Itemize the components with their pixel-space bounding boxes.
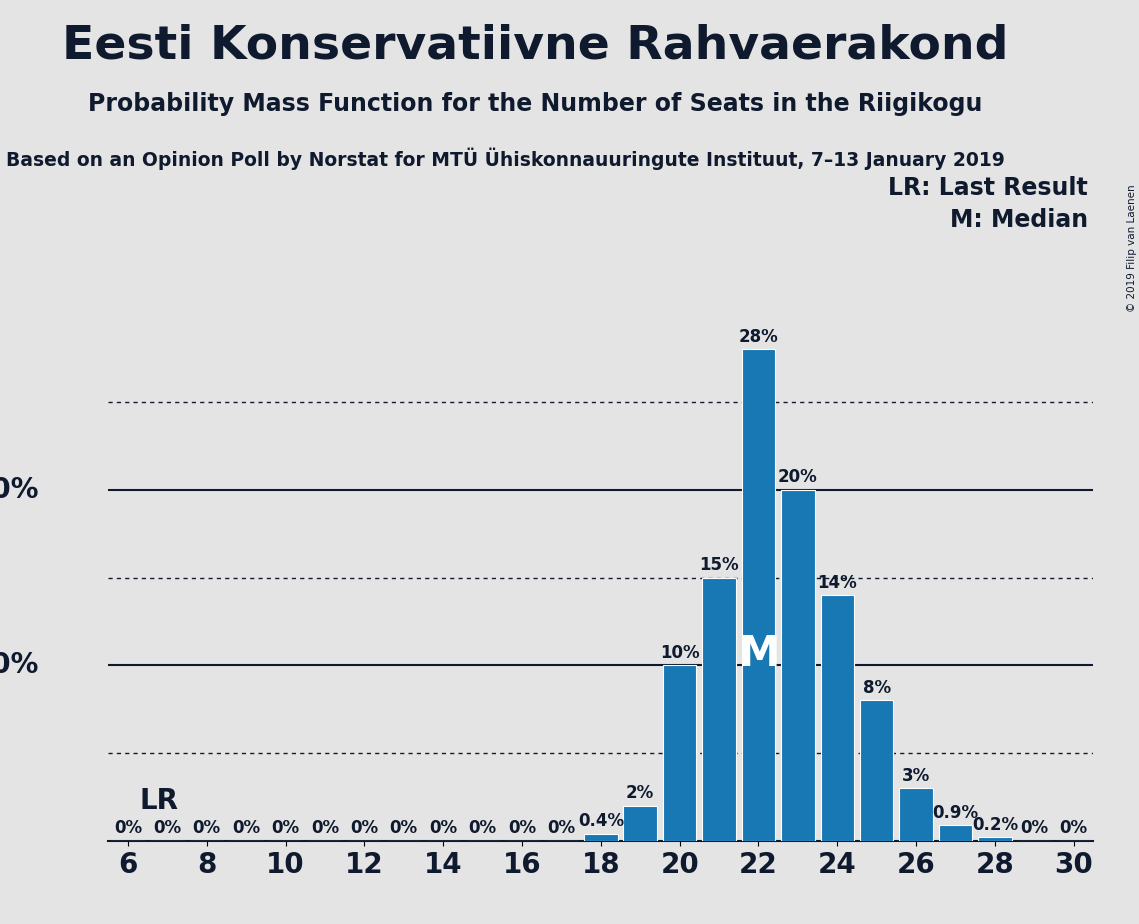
Text: 0%: 0% <box>1059 820 1088 837</box>
Text: 3%: 3% <box>902 767 931 784</box>
Bar <box>623 806 657 841</box>
Text: © 2019 Filip van Laenen: © 2019 Filip van Laenen <box>1126 185 1137 312</box>
Text: Eesti Konservatiivne Rahvaerakond: Eesti Konservatiivne Rahvaerakond <box>63 23 1008 68</box>
Text: 0%: 0% <box>154 820 181 837</box>
Text: LR: LR <box>140 786 179 815</box>
Text: 15%: 15% <box>699 556 739 574</box>
Bar <box>900 788 933 841</box>
Text: 8%: 8% <box>862 679 891 697</box>
Text: 10%: 10% <box>0 651 39 679</box>
Text: 0%: 0% <box>468 820 497 837</box>
Bar <box>781 490 814 841</box>
Text: 0.9%: 0.9% <box>933 804 978 821</box>
Text: M: M <box>738 633 779 675</box>
Bar <box>939 825 973 841</box>
Bar <box>820 595 854 841</box>
Text: 0%: 0% <box>311 820 339 837</box>
Bar <box>978 837 1011 841</box>
Text: 0%: 0% <box>429 820 457 837</box>
Text: 14%: 14% <box>818 574 858 591</box>
Text: Probability Mass Function for the Number of Seats in the Riigikogu: Probability Mass Function for the Number… <box>88 92 983 116</box>
Text: 0%: 0% <box>351 820 378 837</box>
Text: Based on an Opinion Poll by Norstat for MTÜ Ühiskonnauuringute Instituut, 7–13 J: Based on an Opinion Poll by Norstat for … <box>6 148 1005 170</box>
Text: 0%: 0% <box>1021 820 1048 837</box>
Text: LR: Last Result: LR: Last Result <box>888 176 1088 200</box>
Text: 0%: 0% <box>232 820 260 837</box>
Text: 0.2%: 0.2% <box>972 816 1018 833</box>
Text: 20%: 20% <box>778 468 818 486</box>
Text: 0%: 0% <box>548 820 575 837</box>
Text: 10%: 10% <box>659 644 699 662</box>
Bar <box>860 700 893 841</box>
Text: 0%: 0% <box>271 820 300 837</box>
Text: 0%: 0% <box>508 820 536 837</box>
Text: 0%: 0% <box>114 820 142 837</box>
Text: 0.4%: 0.4% <box>577 812 624 831</box>
Bar <box>663 665 696 841</box>
Text: 0%: 0% <box>390 820 418 837</box>
Bar <box>741 349 776 841</box>
Text: M: Median: M: Median <box>950 208 1088 232</box>
Text: 28%: 28% <box>738 328 778 346</box>
Text: 20%: 20% <box>0 476 39 504</box>
Bar <box>703 578 736 841</box>
Bar <box>584 833 617 841</box>
Text: 0%: 0% <box>192 820 221 837</box>
Text: 2%: 2% <box>626 784 655 802</box>
